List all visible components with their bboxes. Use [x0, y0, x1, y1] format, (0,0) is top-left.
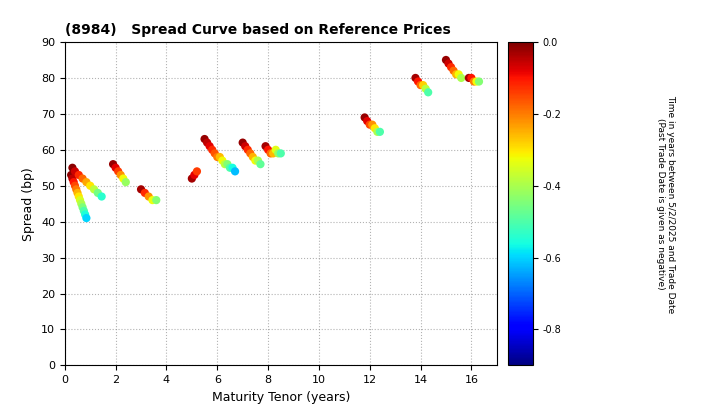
Point: [199, 136, 210, 142]
Point: [139, 189, 150, 196]
Point: [275, 150, 287, 157]
Point: [120, 179, 132, 186]
Point: [267, 150, 279, 157]
Point: [78, 207, 89, 214]
Point: [237, 139, 248, 146]
Point: [364, 121, 376, 128]
Point: [420, 85, 431, 92]
Point: [217, 157, 228, 164]
Point: [143, 193, 154, 200]
Point: [359, 114, 370, 121]
Point: [471, 78, 482, 85]
Point: [81, 215, 92, 221]
Point: [245, 150, 256, 157]
Point: [67, 164, 78, 171]
Point: [361, 118, 373, 124]
Point: [260, 143, 271, 150]
Point: [418, 82, 429, 89]
Point: [366, 121, 378, 128]
Point: [270, 147, 282, 153]
Point: [466, 75, 477, 81]
Point: [73, 172, 84, 178]
Point: [74, 197, 86, 203]
Point: [272, 150, 284, 157]
Point: [84, 182, 96, 189]
Point: [415, 82, 426, 89]
Point: [242, 147, 253, 153]
Point: [192, 168, 203, 175]
Point: [445, 64, 456, 71]
Point: [222, 161, 233, 168]
Point: [453, 71, 464, 78]
Text: (8984)   Spread Curve based on Reference Prices: (8984) Spread Curve based on Reference P…: [65, 23, 451, 37]
Point: [89, 186, 100, 193]
Point: [72, 189, 84, 196]
Point: [202, 139, 213, 146]
Y-axis label: Spread (bp): Spread (bp): [22, 167, 35, 241]
Point: [463, 75, 474, 81]
Point: [115, 172, 127, 178]
Point: [92, 189, 104, 196]
Point: [413, 78, 424, 85]
Point: [77, 175, 89, 182]
Point: [69, 182, 81, 189]
Point: [77, 204, 89, 211]
Point: [204, 143, 215, 150]
Point: [451, 71, 462, 78]
Point: [135, 186, 147, 193]
Point: [468, 78, 480, 85]
Point: [117, 175, 129, 182]
X-axis label: Maturity Tenor (years): Maturity Tenor (years): [212, 391, 350, 404]
Point: [186, 175, 197, 182]
Point: [448, 67, 459, 74]
Point: [79, 211, 91, 218]
Point: [227, 164, 238, 171]
Point: [107, 161, 119, 168]
Point: [410, 75, 421, 81]
Point: [369, 125, 381, 131]
Point: [110, 164, 122, 171]
Point: [189, 172, 200, 178]
Point: [112, 168, 124, 175]
Point: [250, 157, 261, 164]
Point: [68, 179, 79, 186]
Point: [224, 164, 235, 171]
Point: [81, 179, 92, 186]
Point: [150, 197, 162, 203]
Point: [96, 193, 107, 200]
Point: [374, 129, 386, 135]
Point: [423, 89, 434, 96]
Point: [76, 200, 87, 207]
Point: [229, 168, 240, 175]
Point: [219, 161, 230, 168]
Point: [473, 78, 485, 85]
Point: [214, 154, 225, 160]
Point: [443, 60, 454, 67]
Point: [372, 129, 383, 135]
Point: [252, 157, 264, 164]
Point: [69, 168, 81, 175]
Y-axis label: Time in years between 5/2/2025 and Trade Date
(Past Trade Date is given as negat: Time in years between 5/2/2025 and Trade…: [656, 94, 675, 313]
Point: [66, 172, 77, 178]
Point: [212, 154, 223, 160]
Point: [255, 161, 266, 168]
Point: [147, 197, 158, 203]
Point: [265, 150, 276, 157]
Point: [67, 175, 78, 182]
Point: [247, 154, 258, 160]
Point: [207, 147, 218, 153]
Point: [262, 147, 274, 153]
Point: [240, 143, 251, 150]
Point: [209, 150, 220, 157]
Point: [73, 193, 84, 200]
Point: [71, 186, 82, 193]
Point: [456, 75, 467, 81]
Point: [440, 57, 451, 63]
